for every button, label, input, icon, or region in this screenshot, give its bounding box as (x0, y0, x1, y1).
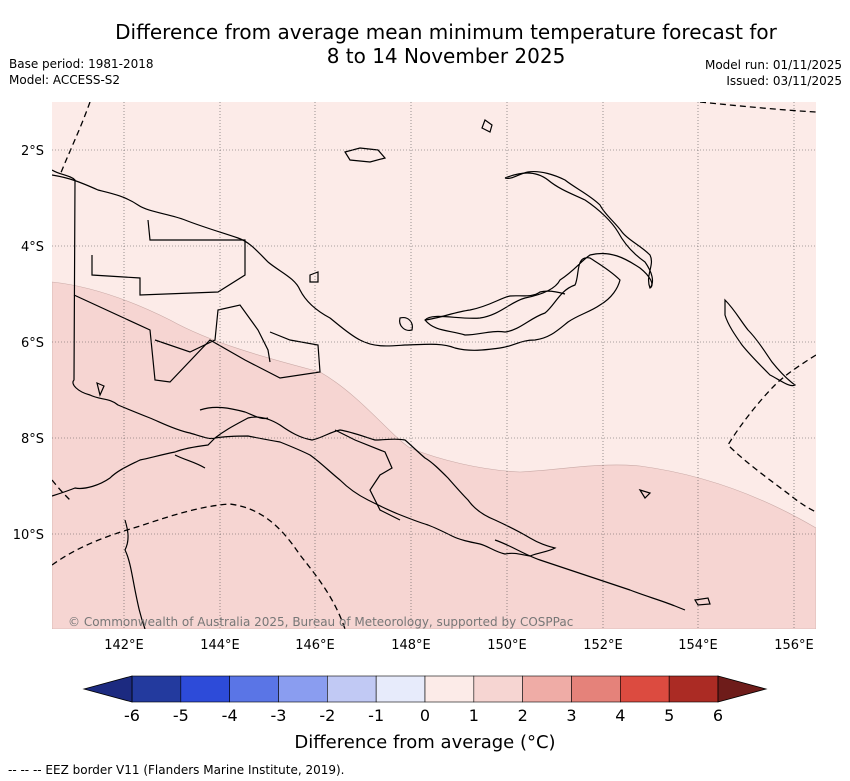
copyright-notice: © Commonwealth of Australia 2025, Bureau… (68, 615, 573, 629)
eez-legend-note: -- -- -- EEZ border V11 (Flanders Marine… (8, 763, 345, 777)
colorbar-tick-label: -4 (221, 706, 238, 725)
coastline (52, 119, 797, 629)
colorbar-tick-label: 0 (419, 706, 431, 725)
colorbar-segment (571, 675, 621, 703)
colorbar-segment (522, 675, 572, 703)
lon-label: 156°E (774, 638, 814, 653)
model-run-text: Model run: 01/11/2025 (704, 58, 842, 72)
colorbar-segment (375, 675, 426, 703)
lon-label: 142°E (104, 638, 144, 653)
lat-label: 10°S (13, 528, 44, 543)
colorbar-segment (278, 675, 328, 703)
colorbar-under-arrow (82, 675, 133, 703)
colorbar-tick-label: 2 (517, 706, 528, 725)
colorbar-tick-label: 4 (615, 706, 626, 725)
lon-label: 150°E (487, 638, 527, 653)
lat-label: 6°S (21, 336, 44, 351)
colorbar-segment (327, 675, 377, 703)
colorbar-title: Difference from average (°C) (294, 732, 556, 753)
base-period-text: Base period: 1981-2018 (9, 57, 154, 71)
anomaly-zone-1-to-2 (52, 281, 816, 629)
colorbar-tick-label: -1 (368, 706, 385, 725)
colorbar-tick-label: -5 (172, 706, 189, 725)
colorbar-tick-label: -2 (319, 706, 336, 725)
chart-title-line-2: 8 to 14 November 2025 (326, 44, 566, 68)
colorbar-tick-label: -6 (124, 706, 140, 725)
colorbar-segment (620, 675, 670, 703)
lon-label: 144°E (200, 638, 240, 653)
issued-date-text: Issued: 03/11/2025 (726, 74, 842, 88)
colorbar-tick-label: -3 (270, 706, 287, 725)
eez-border (52, 102, 816, 629)
colorbar-segment (424, 675, 475, 703)
lon-label: 152°E (583, 638, 623, 653)
lat-label: 4°S (21, 240, 44, 255)
colorbar-segment (668, 675, 719, 703)
lon-label: 148°E (391, 638, 431, 653)
colorbar (82, 675, 768, 703)
lat-label: 8°S (21, 432, 44, 447)
chart-title-line-1: Difference from average mean minimum tem… (115, 20, 777, 44)
forecast-map: 2°S 4°S 6°S 8°S 10°S 142°E 144°E 146°E 1… (13, 102, 816, 653)
lat-label: 2°S (21, 144, 44, 159)
colorbar-over-arrow (717, 675, 768, 703)
model-name-text: Model: ACCESS-S2 (9, 73, 121, 87)
colorbar-tick-label: 6 (712, 706, 724, 725)
lon-label: 146°E (295, 638, 335, 653)
colorbar-tick-label: 5 (664, 706, 675, 725)
graticule (52, 102, 816, 629)
colorbar-segment (229, 675, 279, 703)
colorbar-tick-label: 1 (468, 706, 479, 725)
colorbar-segment (180, 675, 230, 703)
lon-label: 154°E (678, 638, 718, 653)
colorbar-segment (473, 675, 523, 703)
colorbar-tick-label: 3 (566, 706, 577, 725)
colorbar-segment (131, 675, 182, 703)
